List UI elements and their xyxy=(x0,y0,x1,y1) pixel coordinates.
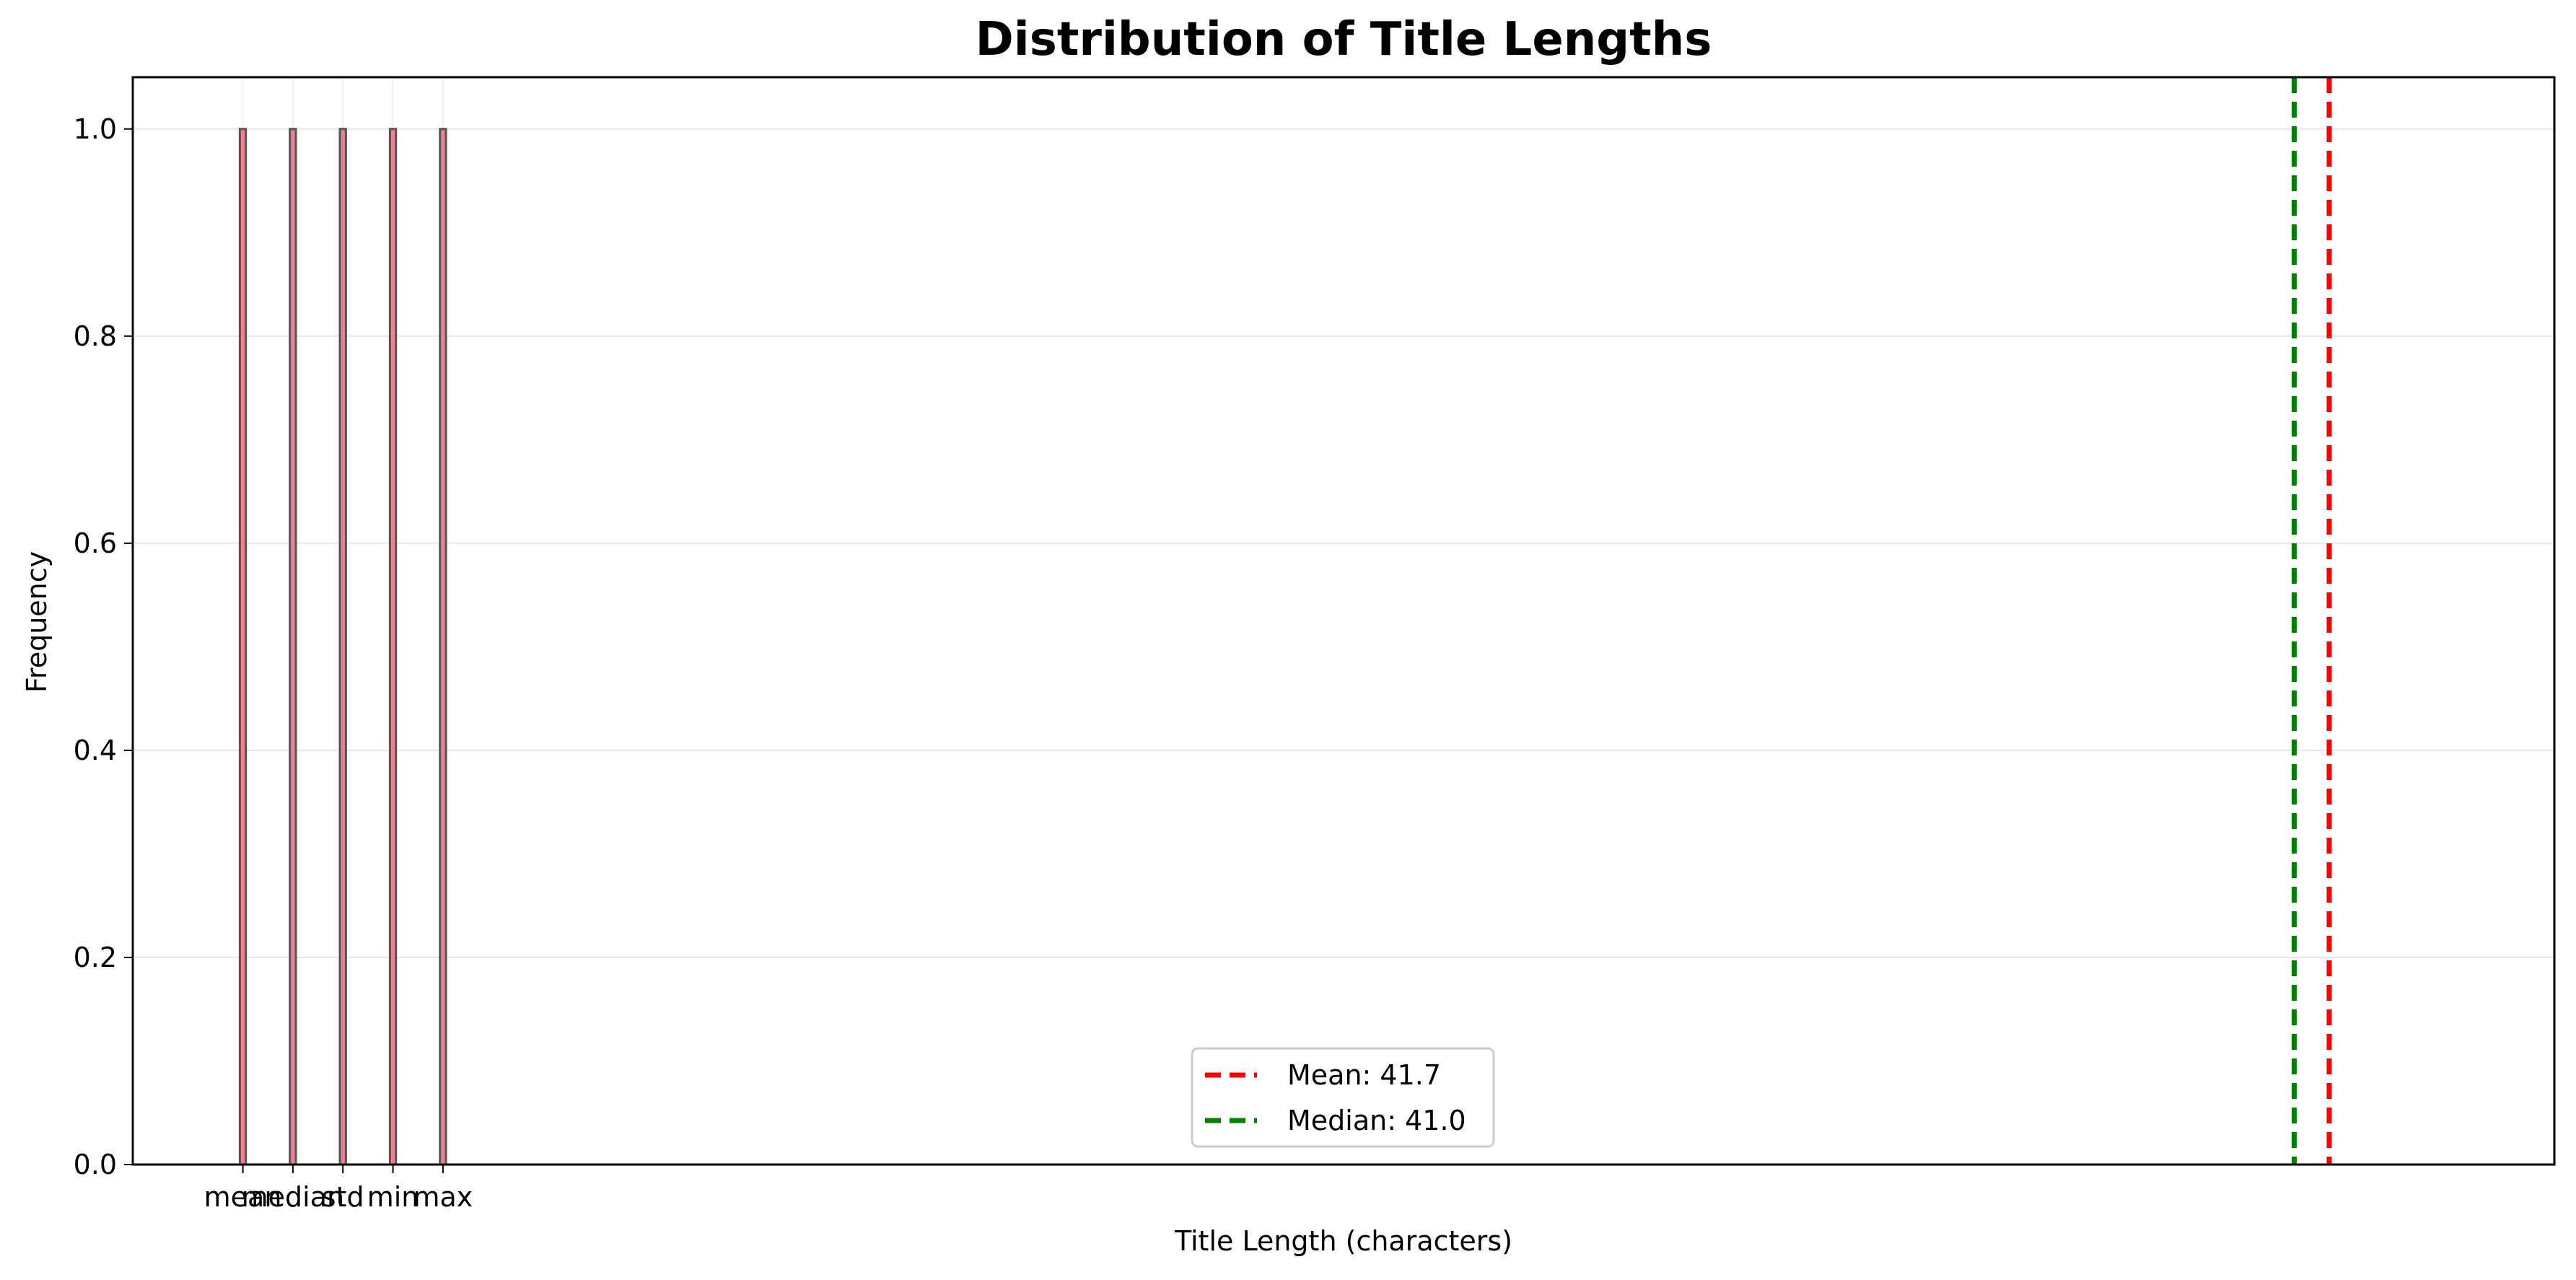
legend-mean-label: Mean: 41.7 xyxy=(1287,1059,1441,1091)
y-tick-label: 1.0 xyxy=(74,113,117,145)
y-tick-label: 0.6 xyxy=(74,527,117,559)
bar-min xyxy=(388,128,398,1166)
bar-max xyxy=(439,128,447,1166)
reference-lines xyxy=(2291,77,2332,1165)
bar-std xyxy=(338,128,347,1166)
plot-frame xyxy=(131,76,2556,1166)
legend-box xyxy=(1191,1047,1495,1148)
y-tick-label: 0.4 xyxy=(74,735,117,766)
x-tick-label-max: max xyxy=(413,1181,473,1213)
y-axis-label: Frequency xyxy=(21,551,53,693)
y-tick-label: 0.2 xyxy=(74,942,117,973)
y-tick-label: 0.0 xyxy=(74,1149,117,1180)
y-tick-label: 0.8 xyxy=(74,320,117,352)
bar-mean xyxy=(238,128,247,1166)
x-tick-label-median: median xyxy=(242,1181,344,1213)
x-axis-label: Title Length (characters) xyxy=(1174,1225,1512,1257)
legend: Mean: 41.7 Median: 41.0 xyxy=(1191,1047,1495,1148)
y-axis: 0.0 0.2 0.4 0.6 0.8 1.0 xyxy=(74,113,133,1180)
x-tick-label-mean: mean xyxy=(204,1181,282,1213)
bars xyxy=(238,128,447,1166)
x-tick-label-std: std xyxy=(322,1181,364,1213)
legend-median-label: Median: 41.0 xyxy=(1287,1105,1466,1136)
x-tick-label-min: min xyxy=(367,1181,419,1213)
chart-title: Distribution of Title Lengths xyxy=(976,13,1712,66)
bar-median xyxy=(289,128,297,1166)
